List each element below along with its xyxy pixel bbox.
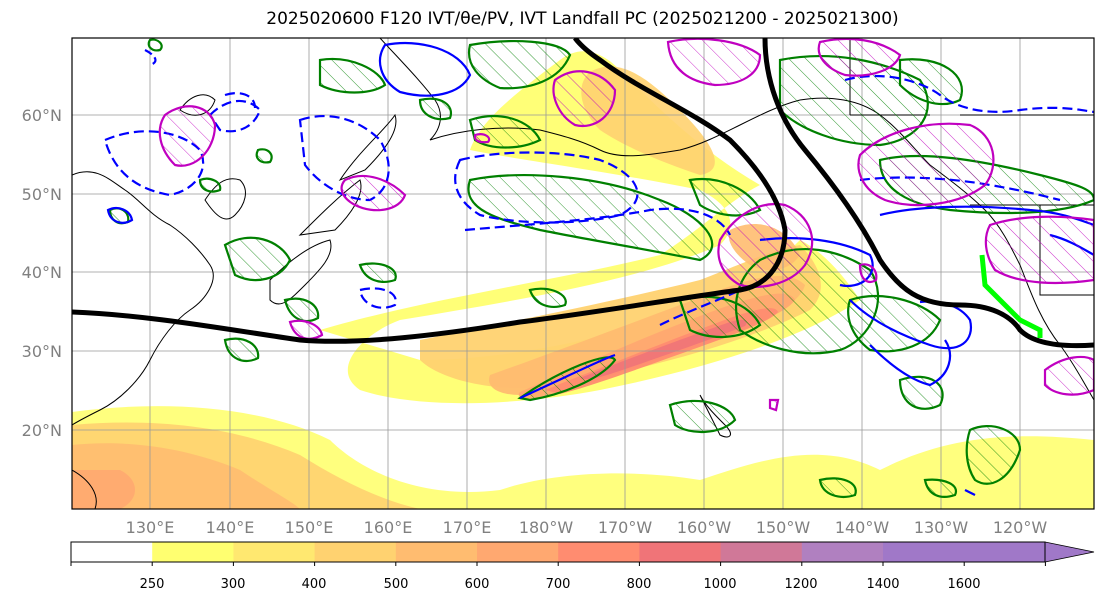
- colorbar-segments: [71, 542, 1046, 562]
- lon-label-160e: 160°E: [364, 518, 413, 537]
- lon-label-150e: 150°E: [285, 518, 334, 537]
- lon-label-130w: 130°W: [914, 518, 969, 537]
- pc-contours: [158, 38, 1094, 412]
- colorbar-label-800: 800: [627, 577, 652, 592]
- map-frame: [71, 37, 1095, 510]
- colorbar-label-600: 600: [465, 577, 490, 592]
- colorbar-label-1200: 1200: [784, 577, 817, 592]
- lat-labels: 60°N 50°N 40°N 30°N 20°N: [22, 106, 62, 440]
- lon-label-170w: 170°W: [598, 518, 653, 537]
- colorbar-segment: [720, 542, 803, 562]
- colorbar-label-300: 300: [221, 577, 246, 592]
- ivt-landfall-segment: [979, 254, 1043, 338]
- colorbar-segment: [639, 542, 722, 562]
- lon-labels: 130°E 140°E 150°E 160°E 170°E 180°W 170°…: [126, 518, 1048, 537]
- colorbar-label-1000: 1000: [703, 577, 736, 592]
- colorbar-label-500: 500: [384, 577, 409, 592]
- lat-label-30: 30°N: [22, 342, 62, 361]
- lat-label-40: 40°N: [22, 263, 62, 282]
- colorbar-extend-arrow: [1044, 541, 1095, 563]
- lon-label-120w: 120°W: [993, 518, 1048, 537]
- lon-label-130e: 130°E: [126, 518, 175, 537]
- lon-label-180w: 180°W: [519, 518, 574, 537]
- trough-axis: [72, 38, 1094, 349]
- lon-label-140e: 140°E: [206, 518, 255, 537]
- colorbar-segment: [71, 542, 153, 562]
- colorbar-segment: [152, 542, 234, 562]
- lon-label-140w: 140°W: [835, 518, 890, 537]
- lat-label-20: 20°N: [22, 421, 62, 440]
- lat-label-50: 50°N: [22, 185, 62, 204]
- colorbar-segment: [558, 542, 640, 562]
- colorbar-label-250: 250: [140, 577, 165, 592]
- lon-label-160w: 160°W: [677, 518, 732, 537]
- colorbar-label-1400: 1400: [866, 577, 899, 592]
- lon-label-170e: 170°E: [443, 518, 492, 537]
- colorbar-label-700: 700: [546, 577, 571, 592]
- colorbar-segment: [964, 542, 1046, 562]
- colorbar-labels: 250 300 400 500 600 700 800 1000 1200 14…: [140, 577, 981, 592]
- colorbar-segment: [883, 542, 965, 562]
- colorbar-segment: [233, 542, 316, 562]
- colorbar-segment: [314, 542, 397, 562]
- colorbar-segment: [395, 542, 478, 562]
- colorbar-ticks: [70, 562, 1046, 566]
- map-title: 2025020600 F120 IVT/θe/PV, IVT Landfall …: [266, 9, 899, 29]
- colorbar-label-400: 400: [302, 577, 327, 592]
- lon-label-150w: 150°W: [756, 518, 811, 537]
- colorbar-segment: [477, 542, 559, 562]
- colorbar: 250 300 400 500 600 700 800 1000 1200 14…: [70, 541, 1095, 592]
- colorbar-label-1600: 1600: [947, 577, 980, 592]
- colorbar-segment: [801, 542, 884, 562]
- lat-label-60: 60°N: [22, 106, 62, 125]
